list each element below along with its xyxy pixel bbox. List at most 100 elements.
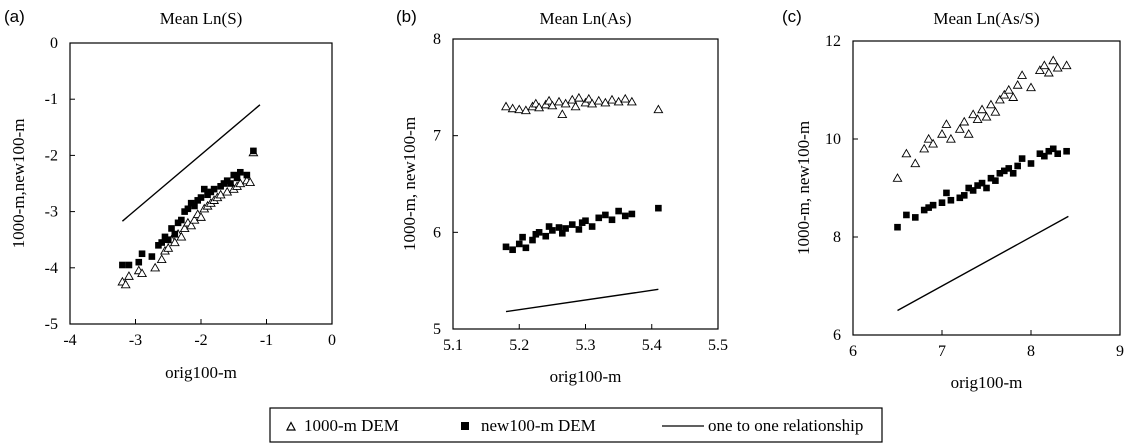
point-new100m (929, 201, 937, 209)
point-1000m (1012, 79, 1023, 89)
point-1000m (1003, 84, 1014, 94)
point-new100m (178, 216, 185, 224)
point-1000m (137, 268, 148, 278)
point-1000m (163, 243, 174, 252)
point-1000m (600, 97, 611, 107)
point-new100m (615, 207, 622, 215)
point-1000m (923, 133, 934, 143)
point-1000m (544, 95, 555, 105)
point-1000m (1008, 92, 1019, 101)
point-new100m (628, 210, 636, 218)
point-new100m (974, 182, 981, 189)
point-1000m (150, 262, 161, 272)
point-1000m (123, 271, 134, 280)
point-new100m (237, 168, 244, 176)
point-new100m (965, 184, 972, 192)
legend-box (269, 407, 883, 443)
legend-label-one-to-one: one to one relationship (708, 416, 863, 435)
point-1000m (607, 94, 617, 104)
point-1000m (981, 111, 992, 121)
point-new100m (233, 174, 241, 182)
point-new100m (559, 230, 566, 237)
one-to-one-line (505, 288, 659, 313)
point-new100m (912, 214, 919, 221)
point-1000m (977, 104, 988, 114)
point-new100m (135, 258, 143, 266)
point-new100m (158, 239, 165, 246)
point-1000m (941, 119, 952, 128)
one-to-one-line (121, 104, 261, 222)
point-1000m (196, 212, 206, 221)
chart-panel-2: (b) Mean Ln(As) 5.1 5.2 5.3 5.4 5.5 5 6 7 8 orig100… (396, 7, 728, 386)
point-1000m (910, 158, 921, 168)
point-1000m (120, 279, 131, 289)
point-1000m (653, 104, 664, 114)
point-1000m (990, 106, 1001, 116)
plot-frame (452, 38, 719, 330)
panel-label: (b) (396, 7, 417, 26)
chart-panel-1: (a) Mean Ln(S) -4 -3 -2 -1 0 -5 -4 -3 -2 -1 0 orig100… (4, 7, 336, 382)
point-new100m (562, 225, 569, 232)
y-tick-label: -1 (45, 91, 58, 108)
point-1000m (1034, 65, 1045, 74)
point-new100m (1036, 150, 1044, 157)
point-1000m (169, 237, 180, 247)
point-new100m (578, 219, 586, 226)
point-1000m (937, 128, 947, 138)
x-tick-label: 6 (849, 343, 857, 360)
point-new100m (1041, 152, 1048, 160)
point-new100m (184, 205, 192, 213)
x-tick-label: 8 (1027, 343, 1035, 360)
y-tick-label: 6 (433, 224, 441, 241)
point-new100m (894, 223, 901, 231)
point-new100m (943, 189, 950, 197)
x-tick-label: -3 (129, 332, 142, 349)
point-new100m (200, 185, 208, 193)
y-tick-label: 8 (433, 31, 441, 48)
point-1000m (972, 114, 983, 123)
point-1000m (570, 101, 581, 111)
y-tick-label: 0 (50, 35, 58, 52)
legend: 1000-m DEM new100-m DEM one to one relat… (269, 407, 883, 443)
point-new100m (502, 243, 510, 251)
point-new100m (978, 179, 986, 187)
point-1000m (583, 93, 594, 103)
point-1000m (1017, 70, 1028, 79)
point-new100m (509, 246, 516, 254)
y-tick-label: 10 (825, 131, 841, 148)
x-tick-label: -4 (63, 332, 76, 349)
x-axis-label: orig100-m (550, 367, 622, 386)
point-1000m (514, 104, 525, 114)
x-axis-label: orig100-m (165, 363, 237, 382)
x-tick-label: 5.1 (443, 337, 463, 354)
point-new100m (608, 216, 616, 224)
point-1000m (554, 96, 564, 106)
chart-title: Mean Ln(S) (160, 9, 243, 28)
point-new100m (1005, 165, 1013, 172)
y-tick-label: 6 (833, 327, 841, 344)
y-axis-label: 1000-m, new100-m (400, 117, 419, 251)
point-new100m (191, 202, 198, 210)
point-new100m (1009, 170, 1017, 177)
point-new100m (1063, 147, 1070, 155)
point-1000m (919, 143, 930, 153)
point-1000m (587, 98, 598, 108)
point-new100m (969, 187, 977, 194)
y-axis-label: 1000-m, new100-m (794, 121, 813, 255)
point-new100m (227, 180, 234, 187)
point-1000m (1026, 82, 1036, 92)
x-tick-label: 9 (1116, 343, 1124, 360)
point-1000m (1061, 60, 1072, 70)
point-new100m (125, 261, 133, 269)
x-tick-label: 5.2 (509, 337, 529, 354)
y-tick-label: -4 (45, 260, 58, 277)
point-new100m (588, 223, 596, 230)
point-new100m (148, 253, 156, 260)
point-new100m (1014, 162, 1021, 170)
legend-label-1000m: 1000-m DEM (304, 416, 399, 435)
point-new100m (555, 224, 563, 231)
point-new100m (602, 211, 609, 219)
point-new100m (996, 170, 1004, 177)
point-1000m (613, 96, 624, 106)
y-tick-label: -3 (45, 204, 58, 221)
